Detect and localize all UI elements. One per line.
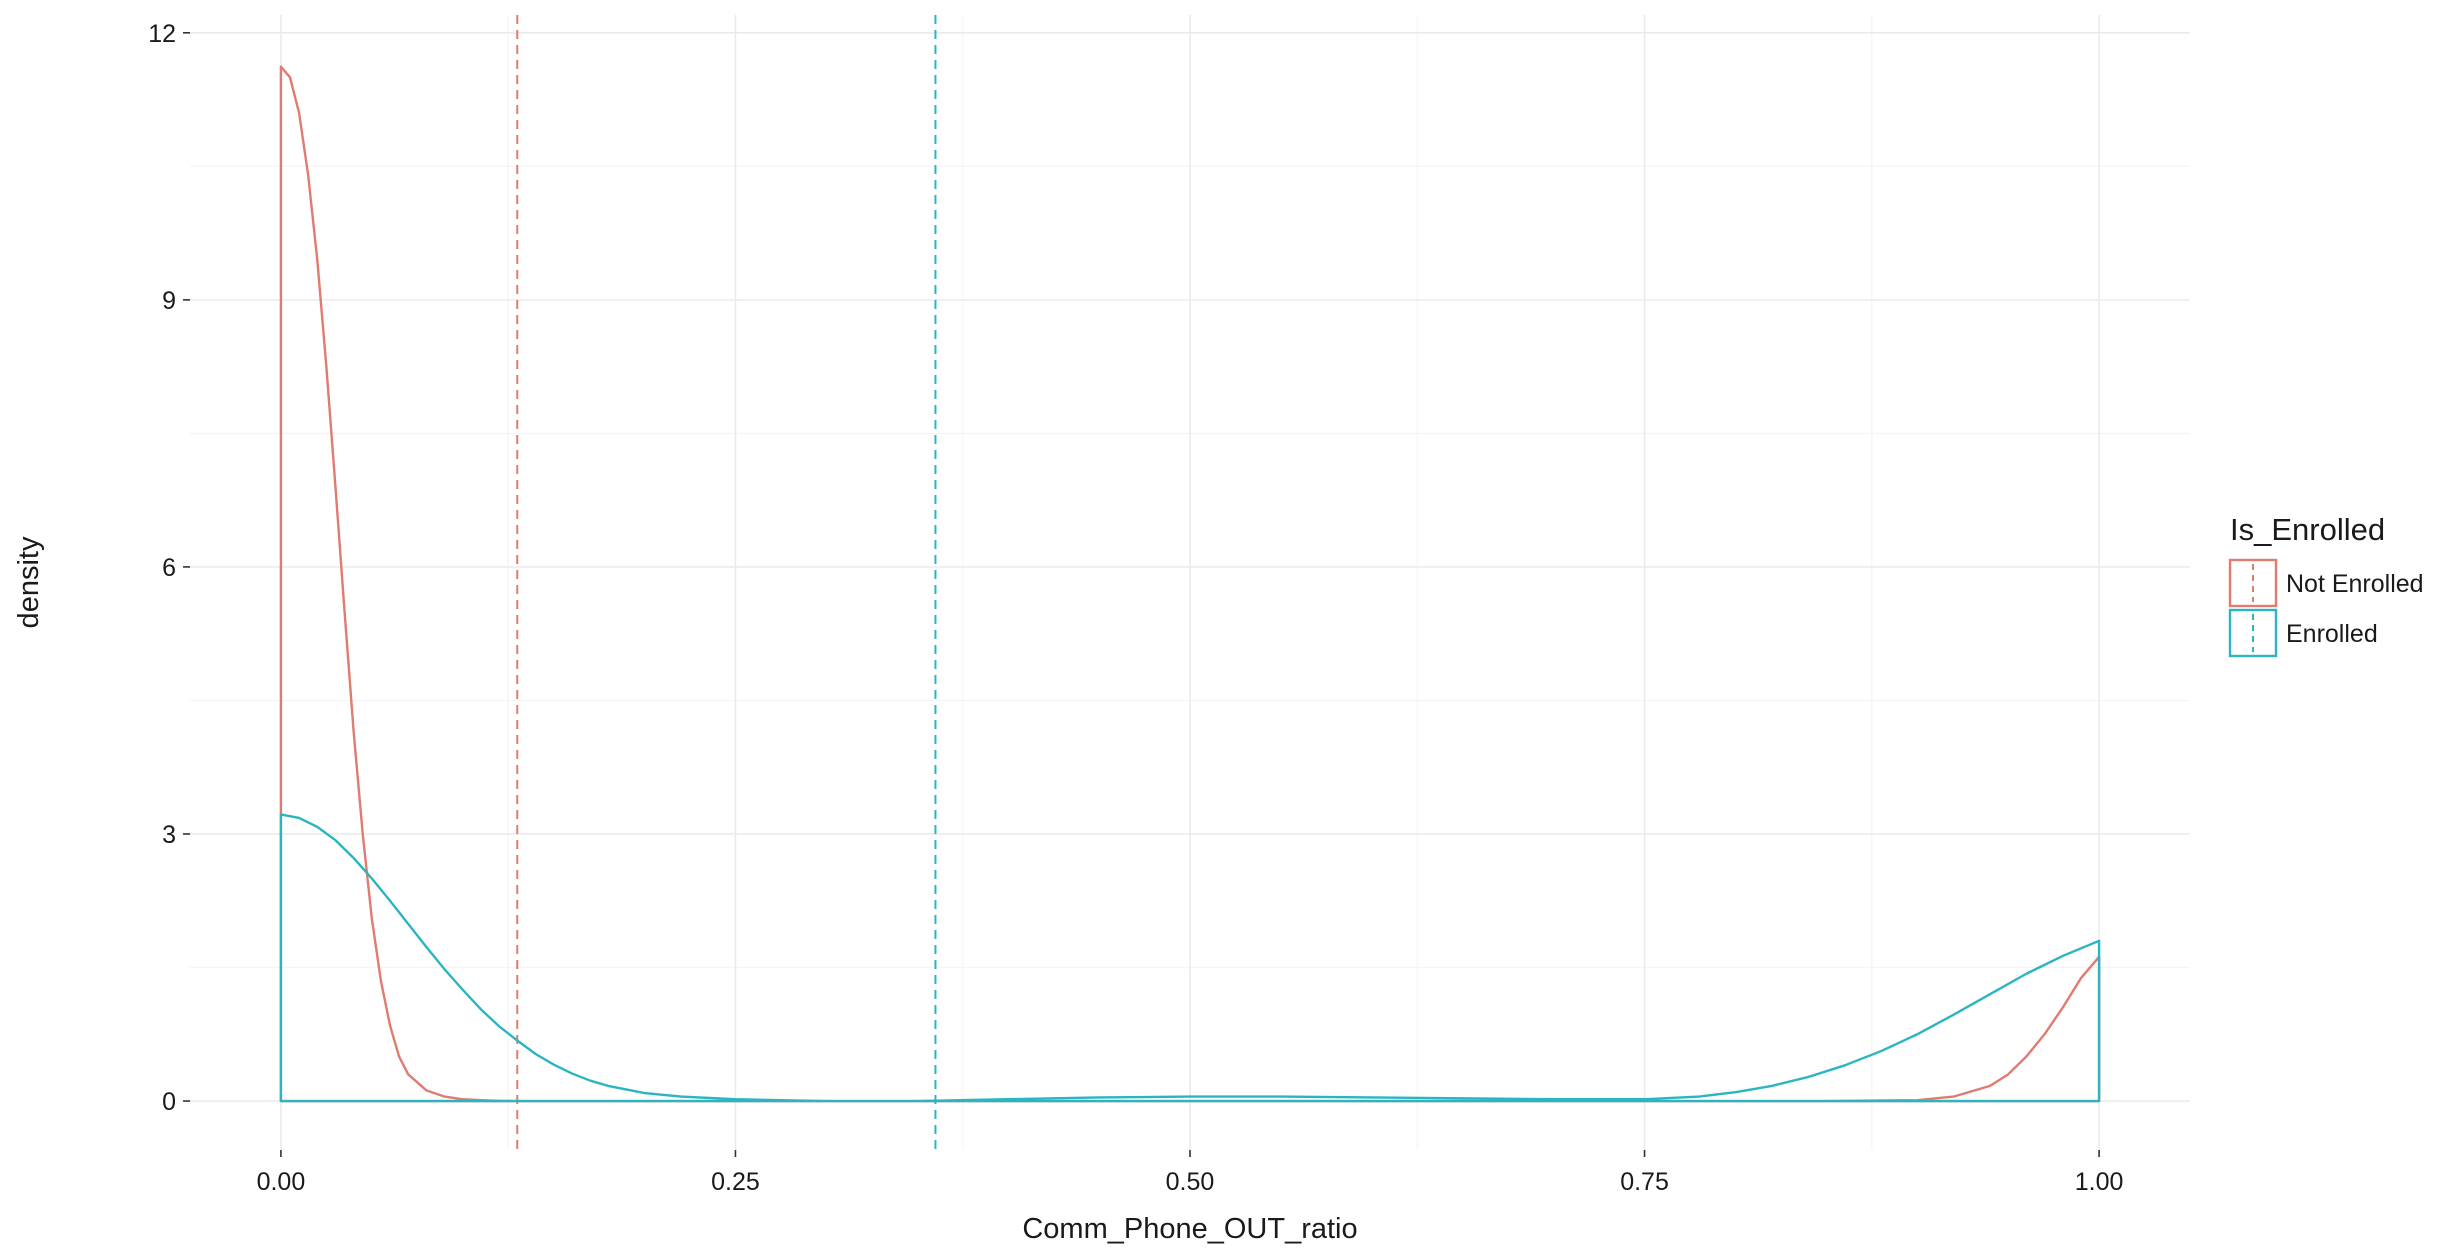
x-tick-label: 0.00 bbox=[257, 1168, 306, 1196]
x-tick-label: 0.50 bbox=[1166, 1168, 1215, 1196]
mean-lines bbox=[516, 15, 937, 1150]
y-tick-label: 0 bbox=[162, 1088, 176, 1116]
density-curve bbox=[279, 813, 2101, 1103]
grid-layer bbox=[190, 15, 2190, 1150]
x-tick-label: 0.25 bbox=[711, 1168, 760, 1196]
y-tick-label: 12 bbox=[148, 20, 176, 48]
legend: Is_Enrolled Not Enrolled Enrolled bbox=[2228, 512, 2424, 658]
axes: 0.00 0.25 0.50 0.75 1.00 0 3 6 9 12 bbox=[148, 20, 2123, 1196]
y-tick-label: 6 bbox=[162, 554, 176, 582]
x-tick-label: 1.00 bbox=[2075, 1168, 2124, 1196]
legend-title: Is_Enrolled bbox=[2230, 512, 2385, 547]
y-tick-label: 9 bbox=[162, 287, 176, 315]
y-tick-label: 3 bbox=[162, 821, 176, 849]
x-axis-title: Comm_Phone_OUT_ratio bbox=[1022, 1213, 1357, 1245]
x-tick-label: 0.75 bbox=[1620, 1168, 1669, 1196]
legend-label: Enrolled bbox=[2286, 620, 2378, 648]
series-layer bbox=[279, 65, 2101, 1103]
y-axis-title: density bbox=[13, 536, 45, 628]
legend-label: Not Enrolled bbox=[2286, 570, 2424, 598]
